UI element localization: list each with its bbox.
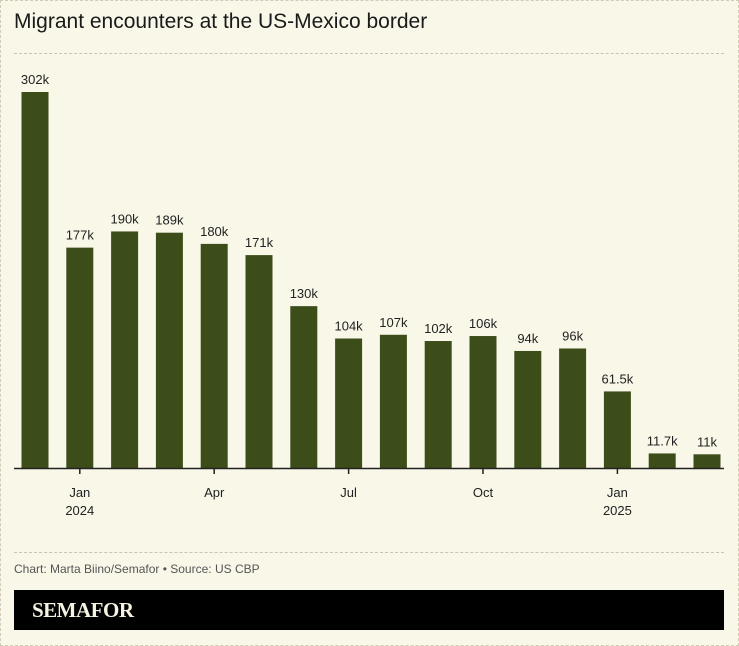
x-tick-year-label: 2025: [603, 503, 632, 518]
bar: [603, 391, 631, 468]
bar: [424, 341, 452, 468]
bar: [514, 350, 542, 468]
x-tick-label: Jan: [607, 485, 628, 500]
bar: [693, 454, 721, 468]
data-label: 104k: [334, 319, 363, 334]
data-label: 180k: [200, 224, 229, 239]
bar: [111, 231, 139, 468]
x-tick-label: Apr: [204, 485, 225, 500]
data-label: 130k: [290, 286, 319, 301]
bar: [335, 338, 363, 468]
bar: [21, 92, 49, 468]
data-label: 61.5k: [601, 371, 633, 386]
bar-chart: 302k 177k 190k 189k 180k 171k 130k 104k 107k 102k…: [14, 72, 724, 518]
data-label: 107k: [379, 315, 408, 330]
data-label: 11k: [697, 434, 717, 449]
data-label: 177k: [66, 228, 95, 243]
bar: [155, 232, 183, 468]
data-label: 11.7k: [647, 433, 678, 448]
data-label: 171k: [245, 235, 274, 250]
bar: [559, 348, 587, 468]
bar: [469, 336, 497, 468]
bar: [379, 334, 407, 468]
brand-bar: SEMAFOR: [14, 590, 724, 630]
chart-title: Migrant encounters at the US-Mexico bord…: [14, 10, 428, 33]
bar: [290, 306, 318, 468]
semafor-logo: SEMAFOR: [32, 598, 134, 622]
chart-credit: Chart: Marta Biino/Semafor • Source: US …: [14, 562, 260, 576]
bar: [200, 243, 228, 468]
bar: [648, 453, 676, 468]
data-label: 302k: [21, 72, 50, 87]
data-label: 102k: [424, 321, 453, 336]
x-tick-label: Jan: [69, 485, 90, 500]
x-tick-label: Jul: [340, 485, 357, 500]
data-label: 96k: [562, 328, 583, 343]
x-tick-label: Oct: [473, 485, 494, 500]
divider-bottom: [14, 552, 724, 553]
divider-top: [14, 53, 724, 54]
bar: [245, 255, 273, 468]
data-label: 94k: [517, 331, 538, 346]
data-label: 106k: [469, 316, 498, 331]
data-label: 190k: [110, 211, 139, 226]
data-label: 189k: [155, 213, 184, 228]
bar: [66, 247, 94, 468]
x-tick-year-label: 2024: [65, 503, 94, 518]
